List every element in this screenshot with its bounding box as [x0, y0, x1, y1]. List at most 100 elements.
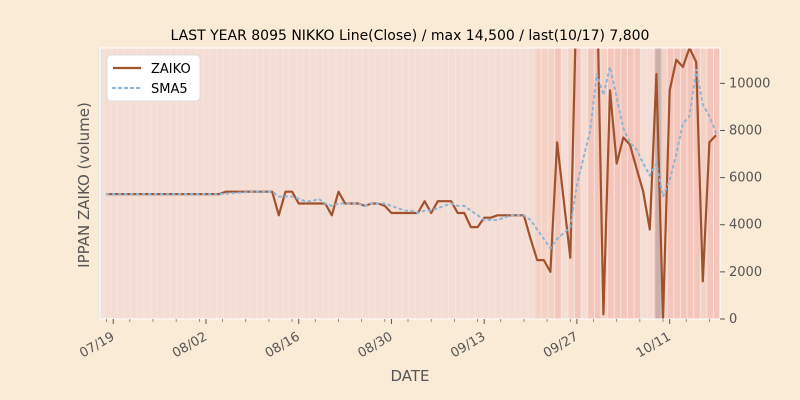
y-axis-label: IPPAN ZAIKO (volume): [75, 102, 93, 268]
day-band: [190, 48, 197, 319]
day-band: [290, 48, 296, 319]
day-band: [541, 48, 548, 319]
y-tick-label: 6000: [729, 171, 762, 186]
day-band: [429, 48, 435, 319]
day-band: [442, 48, 448, 319]
plot-frame: [99, 47, 721, 320]
day-band: [137, 48, 144, 319]
day-band: [316, 48, 323, 319]
day-band: [336, 48, 343, 319]
day-band: [283, 48, 290, 319]
day-band: [363, 48, 369, 319]
day-band: [151, 48, 157, 319]
day-band: [343, 48, 349, 319]
legend-label-zaiko: ZAIKO: [151, 62, 191, 77]
day-band: [409, 48, 415, 319]
day-band: [687, 48, 694, 319]
day-band: [124, 48, 131, 319]
day-band: [588, 48, 594, 319]
legend: ZAIKO SMA5: [106, 54, 201, 102]
day-band: [243, 48, 250, 319]
day-band: [396, 48, 402, 319]
day-band: [468, 48, 475, 319]
day-band: [647, 48, 654, 319]
day-band: [263, 48, 270, 319]
day-band: [104, 48, 111, 319]
day-band: [601, 48, 607, 319]
x-tick-label: 08/16: [263, 329, 303, 361]
day-band: [707, 48, 713, 319]
day-band: [581, 48, 588, 319]
day-band: [184, 48, 190, 319]
day-band: [117, 48, 124, 319]
day-band: [111, 48, 117, 319]
day-band: [674, 48, 680, 319]
day-band: [621, 48, 627, 319]
day-band: [700, 48, 707, 319]
day-band: [402, 48, 409, 319]
day-band: [356, 48, 362, 319]
day-band: [415, 48, 422, 319]
y-tick-label: 10000: [729, 76, 770, 91]
day-band: [475, 48, 482, 319]
x-tick-label: 10/11: [634, 329, 674, 361]
day-band: [197, 48, 203, 319]
day-band: [98, 48, 104, 319]
day-band: [230, 48, 237, 319]
x-axis-label: DATE: [390, 367, 429, 385]
day-band: [641, 48, 647, 319]
x-tick-label: 08/30: [356, 329, 396, 361]
day-band: [449, 48, 455, 319]
day-band: [223, 48, 230, 319]
day-band: [210, 48, 217, 319]
day-band: [349, 48, 356, 319]
day-band: [435, 48, 442, 319]
day-band: [462, 48, 468, 319]
day-band: [164, 48, 170, 319]
day-band: [157, 48, 164, 319]
chart-title: LAST YEAR 8095 NIKKO Line(Close) / max 1…: [171, 28, 650, 44]
background-bands: [98, 48, 720, 319]
day-band: [528, 48, 535, 319]
day-band: [594, 48, 601, 319]
day-band: [323, 48, 329, 319]
day-band: [237, 48, 243, 319]
day-band: [382, 48, 389, 319]
day-band: [310, 48, 316, 319]
day-band: [661, 48, 667, 319]
day-band: [614, 48, 621, 319]
series-line-zaiko: [106, 48, 717, 319]
legend-label-sma5: SMA5: [151, 82, 188, 97]
x-tick-label: 09/13: [448, 329, 488, 361]
day-band: [144, 48, 150, 319]
x-tick-label: 08/02: [170, 329, 210, 361]
day-band: [177, 48, 184, 319]
day-band: [667, 48, 674, 319]
day-band: [389, 48, 396, 319]
legend-box: [106, 54, 201, 102]
day-band: [548, 48, 554, 319]
day-band: [131, 48, 137, 319]
day-band: [204, 48, 210, 319]
day-band: [634, 48, 641, 319]
day-band: [561, 48, 568, 319]
day-band: [608, 48, 614, 319]
day-band: [376, 48, 382, 319]
y-tick-label: 8000: [729, 123, 762, 138]
day-band: [257, 48, 263, 319]
day-band: [170, 48, 177, 319]
y-tick-label: 4000: [729, 218, 762, 233]
x-tick-label: 07/19: [77, 329, 117, 361]
y-tick-label: 2000: [729, 265, 762, 280]
day-band: [329, 48, 336, 319]
day-band: [488, 48, 495, 319]
day-band: [521, 48, 528, 319]
day-band: [455, 48, 462, 319]
day-band: [276, 48, 283, 319]
day-band: [694, 48, 700, 319]
day-band: [515, 48, 521, 319]
day-band: [482, 48, 488, 319]
day-band: [422, 48, 429, 319]
series-layer: [105, 48, 717, 319]
